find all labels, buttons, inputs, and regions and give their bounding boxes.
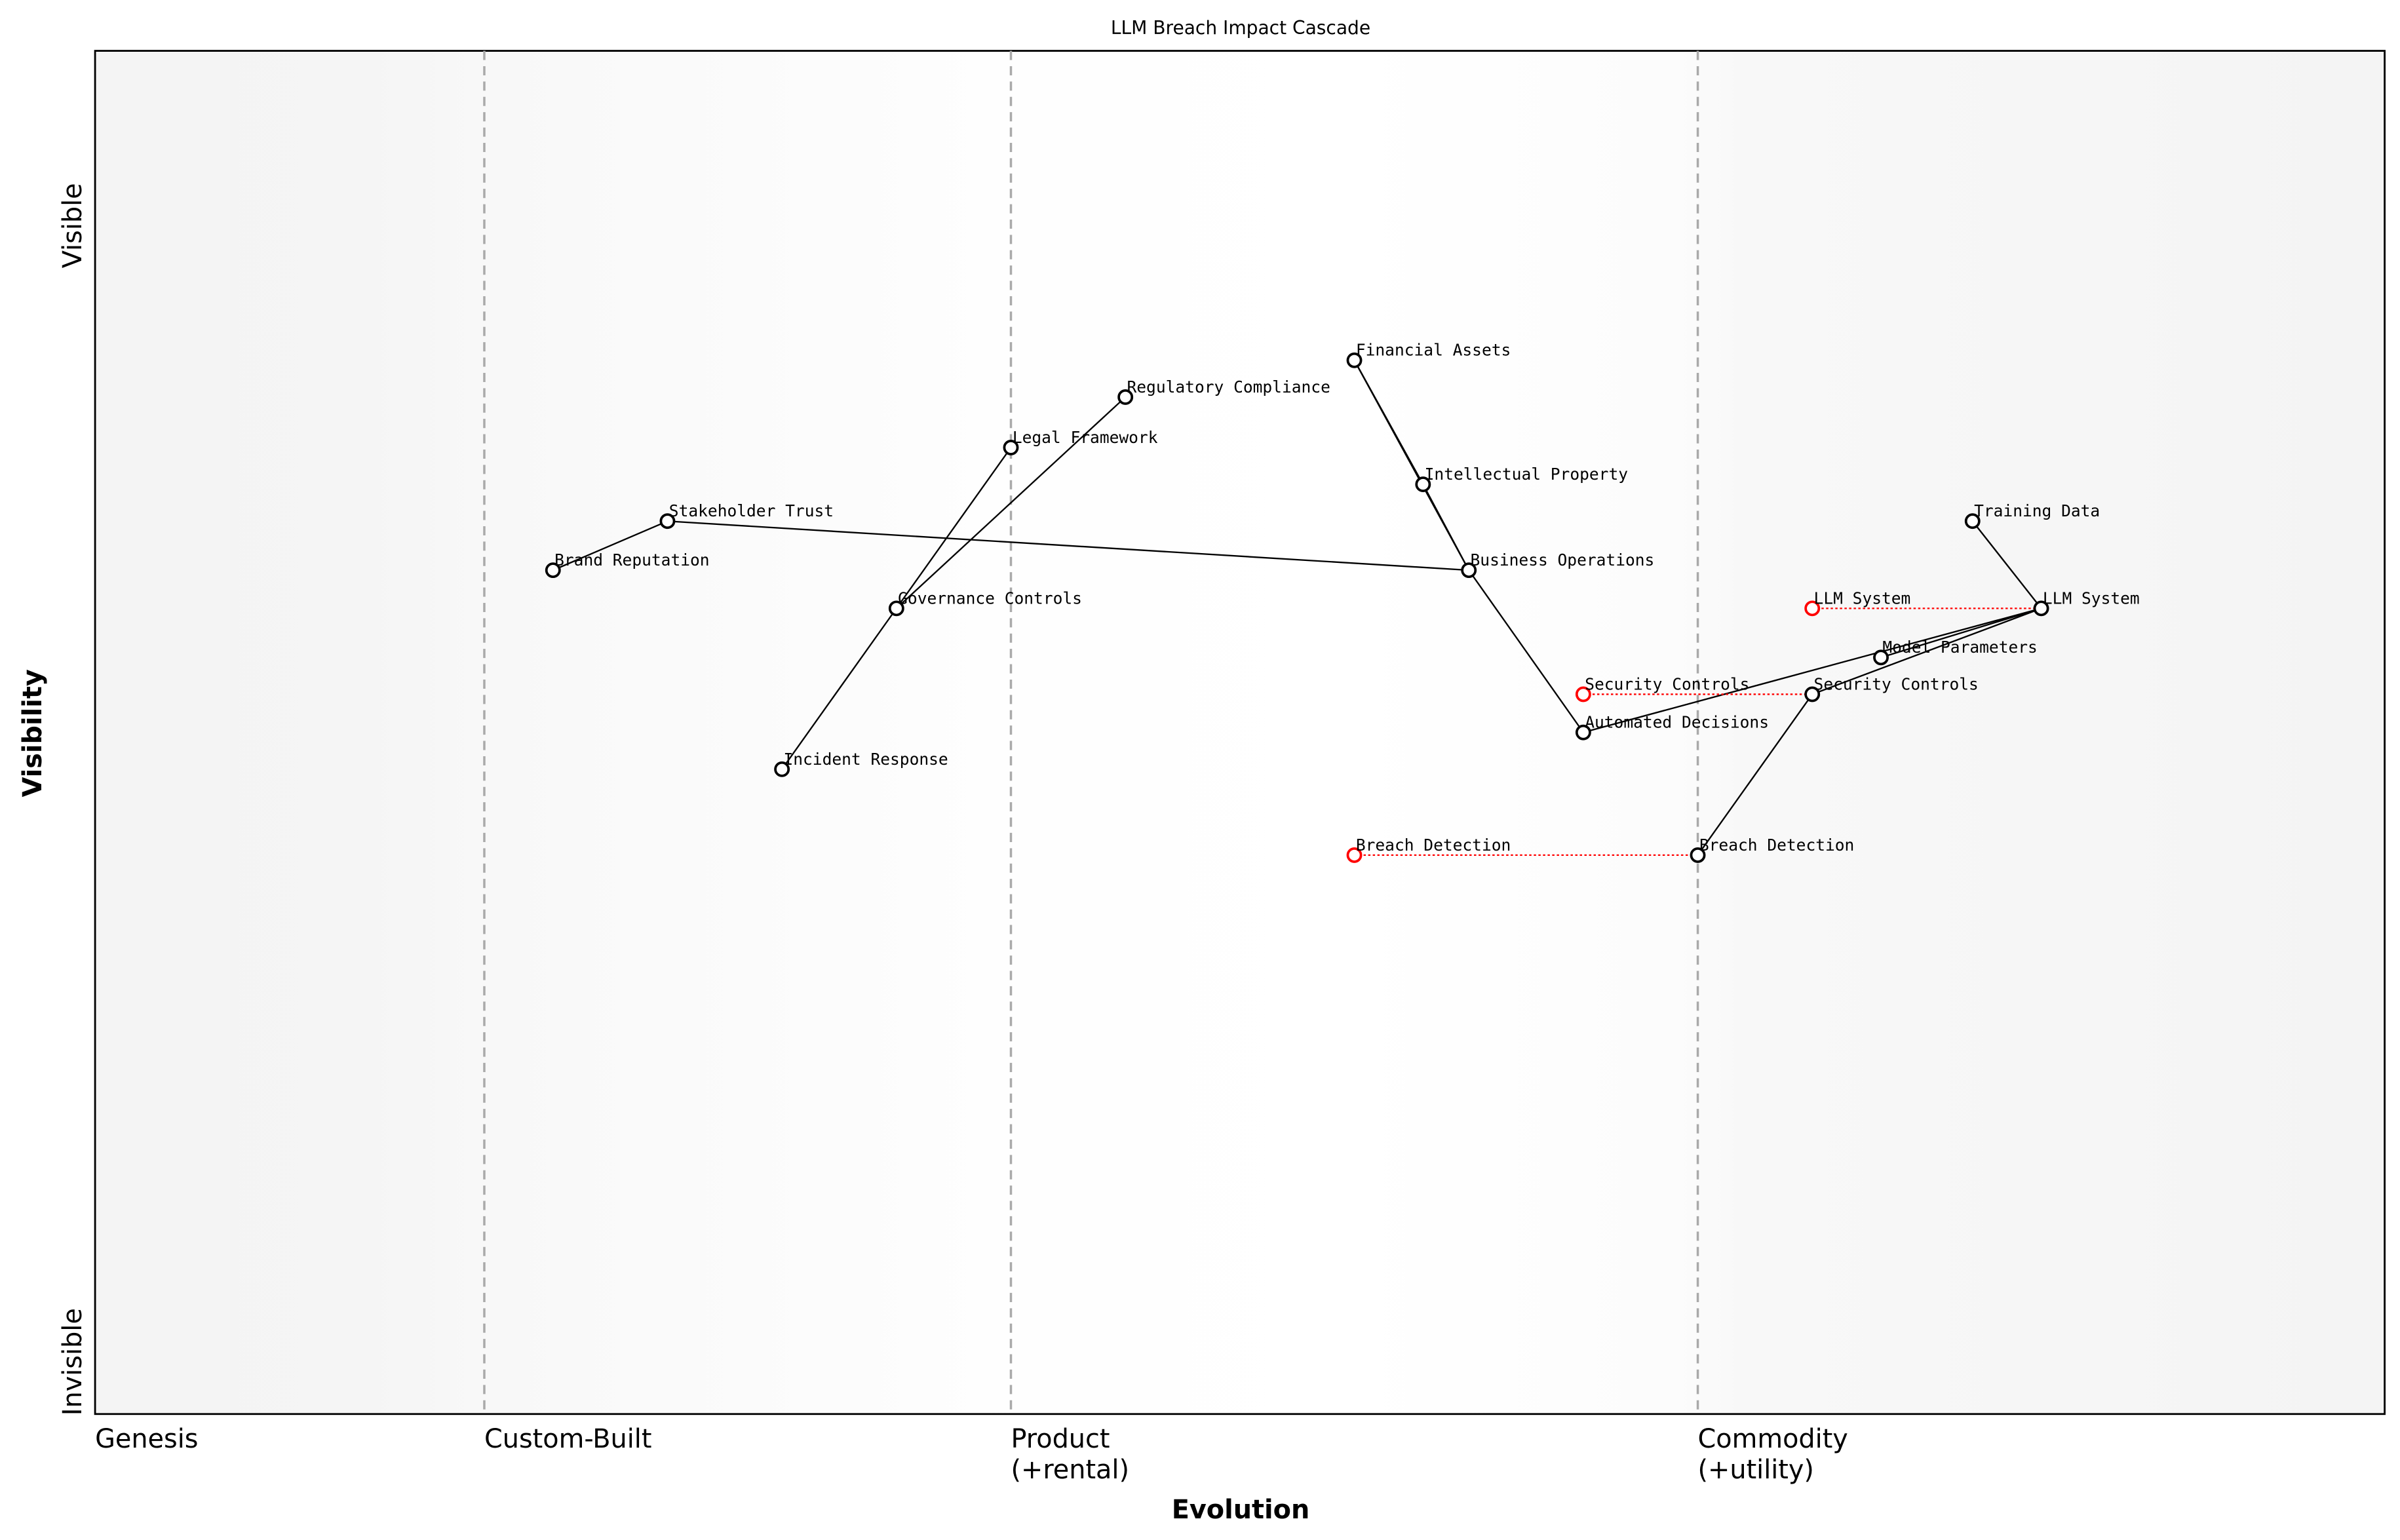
component-incident-response[interactable]: Incident Response [774, 750, 948, 777]
component-marker[interactable] [1964, 513, 1981, 529]
component-security-controls-prev[interactable]: Security Controls [1575, 674, 1750, 703]
link-training-data-llm-system [1971, 520, 2042, 609]
component-breach-detection[interactable]: Breach Detection [1690, 836, 1854, 863]
link-breach-detection-security-controls [1697, 693, 1813, 856]
component-stakeholder-trust[interactable]: Stakeholder Trust [659, 501, 834, 529]
link-governance-controls-incident-response [781, 607, 897, 770]
component-breach-detection-prev[interactable]: Breach Detection [1346, 836, 1511, 863]
component-marker[interactable] [1575, 724, 1591, 741]
component-marker[interactable] [888, 600, 904, 617]
component-marker[interactable] [1415, 476, 1431, 493]
component-marker[interactable] [1804, 686, 1821, 703]
chart-title: LLM Breach Impact Cascade [1111, 17, 1370, 39]
component-llm-system[interactable]: LLM System [2033, 588, 2140, 617]
y-axis-label: Visibility [18, 669, 48, 797]
component-security-controls[interactable]: Security Controls [1804, 674, 1979, 703]
component-label: Regulatory Compliance [1127, 377, 1330, 396]
component-marker[interactable] [1690, 847, 1706, 863]
component-brand-reputation[interactable]: Brand Reputation [545, 550, 710, 579]
component-marker[interactable] [1804, 600, 1821, 617]
component-marker[interactable] [1117, 389, 1134, 405]
stage-label: Commodity [1698, 1424, 1848, 1454]
component-label: Brand Reputation [554, 550, 709, 569]
component-label: Security Controls [1814, 674, 1979, 693]
stage-label: Genesis [95, 1424, 198, 1454]
component-marker[interactable] [1873, 649, 1889, 666]
component-governance-controls[interactable]: Governance Controls [888, 588, 1082, 617]
component-label: LLM System [2043, 588, 2140, 607]
link-intellectual-property-business-operations [1422, 484, 1470, 571]
component-marker[interactable] [1346, 847, 1363, 863]
component-llm-system-prev[interactable]: LLM System [1804, 588, 1911, 617]
component-financial-assets[interactable]: Financial Assets [1346, 341, 1511, 368]
component-training-data[interactable]: Training Data [1964, 501, 2100, 529]
component-marker[interactable] [2033, 600, 2049, 617]
component-marker[interactable] [1003, 439, 1019, 455]
component-marker[interactable] [545, 562, 561, 579]
link-model-parameters-llm-system [1880, 607, 2042, 659]
component-business-operations[interactable]: Business Operations [1461, 550, 1655, 579]
stage-sublabel: (+utility) [1698, 1455, 1814, 1485]
component-label: Breach Detection [1356, 836, 1511, 855]
component-label: Financial Assets [1356, 341, 1511, 360]
component-label: Security Controls [1585, 674, 1749, 693]
component-marker[interactable] [1575, 686, 1591, 703]
component-label: Legal Framework [1013, 428, 1158, 447]
link-automated-decisions-llm-system [1583, 607, 2042, 733]
y-bottom-label: Invisible [58, 1308, 88, 1415]
component-label: Business Operations [1471, 550, 1655, 569]
component-model-parameters[interactable]: Model Parameters [1873, 638, 2038, 666]
component-label: Breach Detection [1699, 836, 1854, 855]
component-label: Intellectual Property [1425, 465, 1628, 484]
plot-area [94, 50, 2386, 1415]
component-label: Model Parameters [1882, 638, 2037, 657]
component-label: Stakeholder Trust [669, 501, 834, 520]
component-label: Incident Response [783, 750, 948, 769]
component-regulatory-compliance[interactable]: Regulatory Compliance [1117, 377, 1330, 405]
link-stakeholder-trust-business-operations [667, 520, 1469, 571]
stage-label: Custom-Built [484, 1424, 651, 1454]
stage-sublabel: (+rental) [1011, 1455, 1129, 1485]
x-axis-label: Evolution [1172, 1495, 1310, 1525]
component-marker[interactable] [1346, 352, 1363, 368]
link-business-operations-automated-decisions [1468, 569, 1584, 733]
component-marker[interactable] [1461, 562, 1477, 579]
component-legal-framework[interactable]: Legal Framework [1003, 428, 1158, 455]
component-automated-decisions[interactable]: Automated Decisions [1575, 713, 1769, 741]
link-security-controls-llm-system [1811, 607, 2042, 695]
link-brand-reputation-stakeholder-trust [552, 520, 668, 571]
stage-label: Product [1011, 1424, 1110, 1454]
component-marker[interactable] [659, 513, 676, 529]
link-regulatory-compliance-governance-controls [896, 396, 1126, 609]
component-label: Governance Controls [898, 588, 1082, 607]
component-label: Automated Decisions [1585, 713, 1769, 732]
component-label: Training Data [1974, 501, 2100, 520]
component-marker[interactable] [774, 761, 790, 777]
y-top-label: Visible [58, 183, 88, 268]
component-intellectual-property[interactable]: Intellectual Property [1415, 465, 1628, 493]
link-legal-framework-governance-controls [895, 447, 1012, 609]
component-label: LLM System [1814, 588, 1911, 607]
